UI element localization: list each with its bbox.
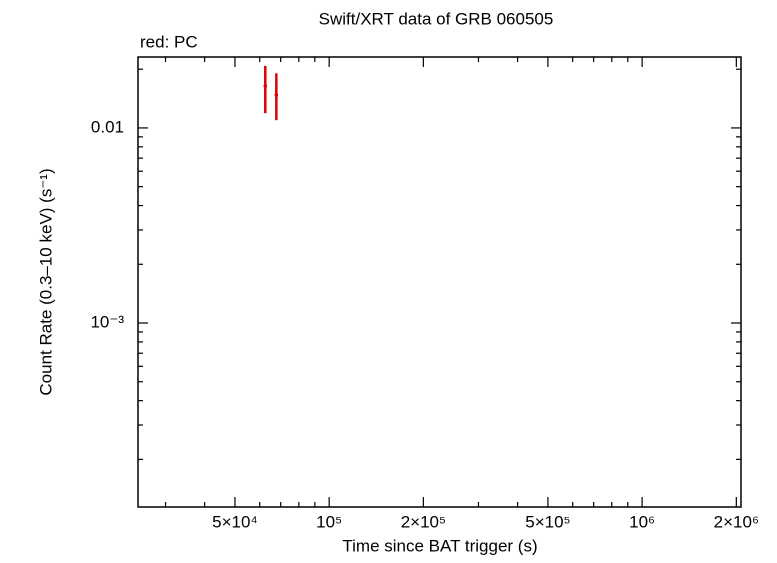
data-point [263, 84, 268, 88]
x-tick-label: 10⁵ [316, 512, 342, 531]
chart-title: Swift/XRT data of GRB 060505 [319, 9, 554, 28]
x-tick-label: 10⁶ [629, 512, 655, 531]
x-axis-label: Time since BAT trigger (s) [342, 536, 537, 555]
x-tick-label: 2×10⁶ [714, 512, 759, 531]
x-tick-label: 5×10⁴ [212, 512, 258, 531]
annotation: red: PC [140, 32, 198, 51]
y-axis-label: Count Rate (0.3–10 keV) (s⁻¹) [36, 168, 55, 395]
x-tick-label: 2×10⁵ [401, 512, 446, 531]
data-point [274, 93, 279, 97]
y-tick-label: 10⁻³ [90, 313, 124, 332]
y-tick-label: 0.01 [91, 117, 124, 136]
plot-frame [137, 56, 742, 508]
x-tick-label: 5×10⁵ [525, 512, 570, 531]
